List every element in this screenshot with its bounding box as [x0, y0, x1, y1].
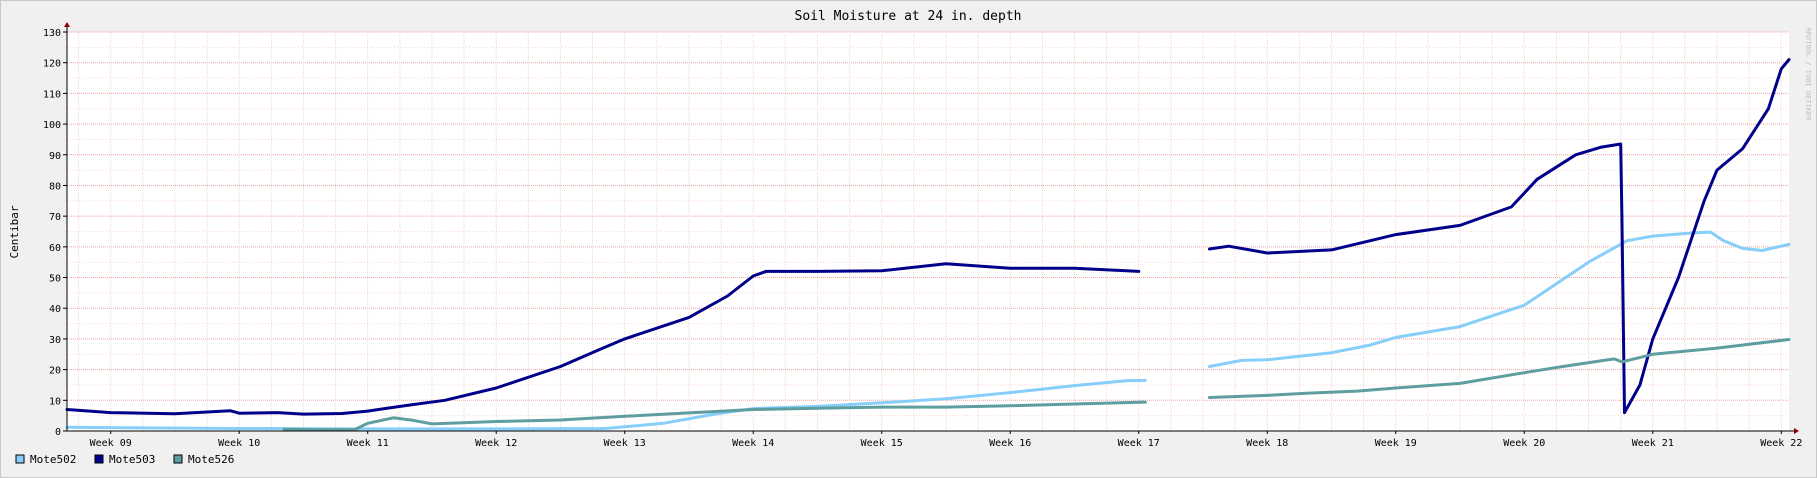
y-tick-label: 100	[43, 120, 61, 131]
x-tick-label: Week 18	[1246, 438, 1288, 449]
tick-labels: 0 10 20 30 40 50 60 70 80 90 100 110 120 130 Week 09 We…	[43, 28, 1802, 449]
x-tick-label: Week 15	[861, 438, 903, 449]
x-tick-label: Week 16	[989, 438, 1031, 449]
x-tick-label: Week 14	[732, 438, 774, 449]
legend: Mote502 Mote503 Mote526	[15, 453, 234, 466]
x-tick-label: Week 17	[1118, 438, 1160, 449]
series-line-mote503	[65, 262, 1141, 416]
y-tick-label: 80	[49, 181, 61, 192]
x-tick-label: Week 11	[347, 438, 389, 449]
legend-swatch-mote503	[94, 454, 104, 464]
y-tick-label: 130	[43, 28, 61, 39]
chart-title: Soil Moisture at 24 in. depth	[795, 9, 1022, 24]
y-tick-label: 0	[55, 427, 61, 438]
axes	[63, 22, 1799, 434]
series-line-mote503	[1207, 58, 1791, 415]
legend-swatch-mote526	[173, 454, 183, 464]
series-line-mote526	[1207, 338, 1791, 399]
series-line-mote502	[1207, 230, 1791, 368]
x-axis-arrow	[1794, 428, 1799, 434]
x-tick-label: Week 21	[1632, 438, 1674, 449]
y-tick-label: 10	[49, 396, 61, 407]
series-line-mote526	[282, 400, 1147, 432]
x-tick-label: Week 20	[1503, 438, 1545, 449]
y-tick-label: 30	[49, 335, 61, 346]
y-tick-label: 60	[49, 243, 61, 254]
x-tick-label: Week 19	[1375, 438, 1417, 449]
y-tick-label: 90	[49, 151, 61, 162]
y-axis-arrow	[64, 22, 70, 27]
x-tick-label: Week 09	[90, 438, 132, 449]
legend-label-mote502: Mote502	[30, 453, 76, 466]
y-axis-label: Centibar	[8, 205, 21, 258]
y-tick-label: 110	[43, 89, 61, 100]
y-tick-label: 120	[43, 59, 61, 70]
x-tick-label: Week 12	[475, 438, 517, 449]
y-tick-label: 50	[49, 274, 61, 285]
legend-label-mote503: Mote503	[109, 453, 155, 466]
watermark-text: RRDTOOL / TOBI OETIKER	[1804, 28, 1812, 122]
series-group	[65, 58, 1791, 432]
legend-swatch-mote502	[15, 454, 25, 464]
x-tick-label: Week 13	[604, 438, 646, 449]
x-tick-label: Week 22	[1760, 438, 1802, 449]
y-tick-label: 40	[49, 304, 61, 315]
legend-label-mote526: Mote526	[188, 453, 234, 466]
x-tick-label: Week 10	[218, 438, 260, 449]
y-tick-label: 20	[49, 366, 61, 377]
y-tick-label: 70	[49, 212, 61, 223]
